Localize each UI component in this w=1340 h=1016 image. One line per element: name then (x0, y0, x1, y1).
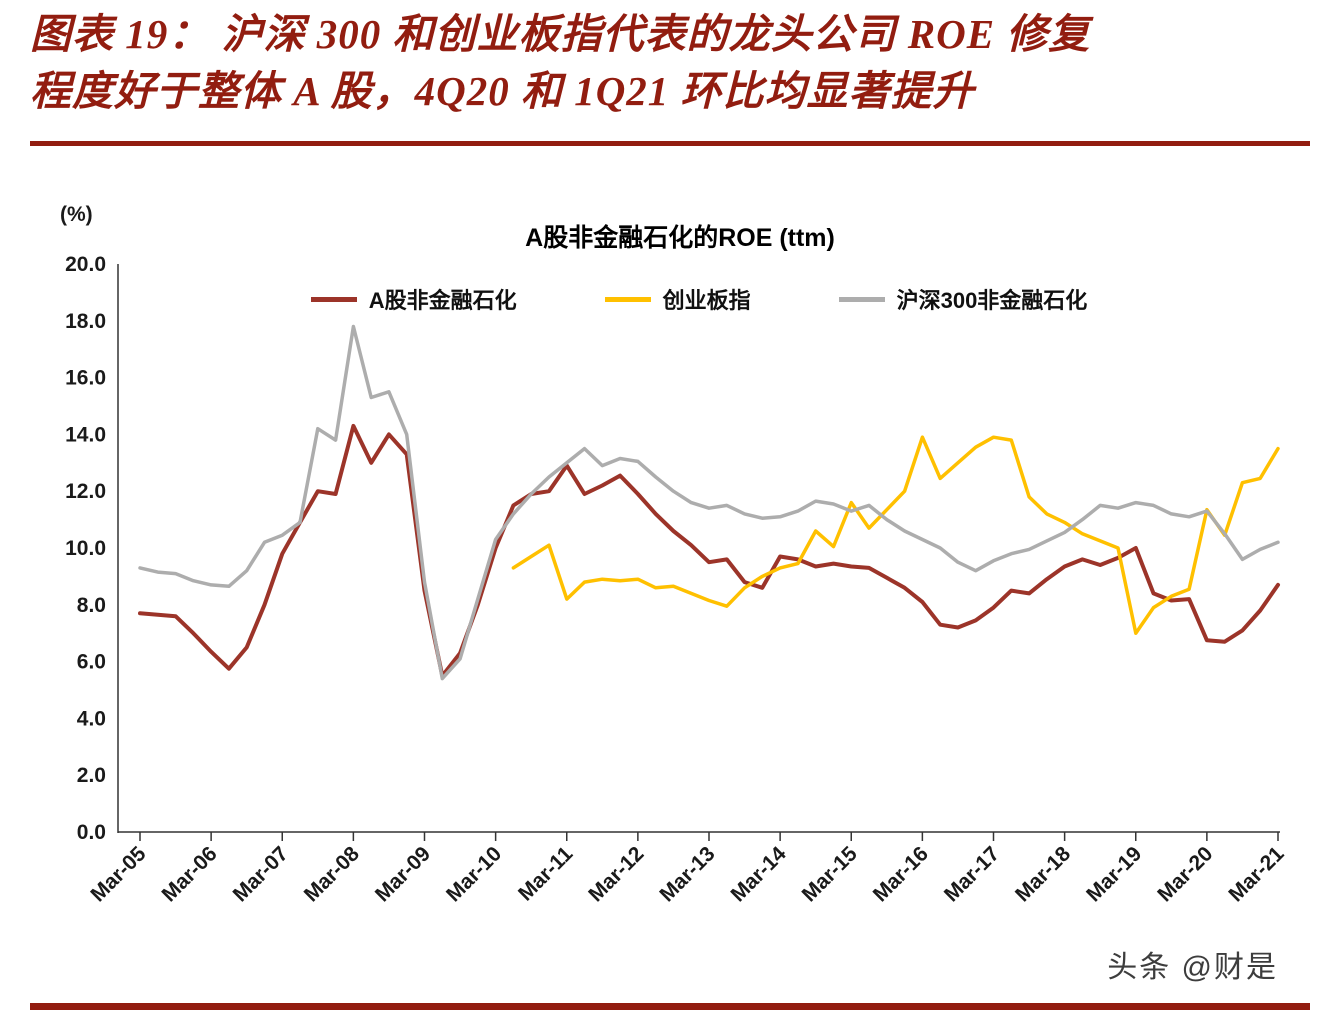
legend-item-chinext: 创业板指 (604, 283, 751, 315)
x-tick-label: Mar-12 (584, 842, 648, 906)
figure-title: 图表 19： 沪深 300 和创业板指代表的龙头公司 ROE 修复 程度好于整体… (30, 6, 1314, 119)
x-tick-label: Mar-09 (371, 842, 435, 906)
x-tick-label: Mar-13 (655, 842, 719, 906)
figure-title-line-1: 图表 19： 沪深 300 和创业板指代表的龙头公司 ROE 修复 (30, 11, 1091, 57)
legend-swatch-chinext (604, 296, 651, 302)
x-tick-label: Mar-19 (1082, 842, 1146, 906)
y-tick-label: 8.0 (77, 594, 106, 617)
x-tick-label: Mar-07 (229, 842, 293, 906)
chart-title: A股非金融石化的ROE (ttm) (525, 224, 835, 252)
x-tick-label: Mar-15 (798, 842, 862, 906)
legend-label-chinext: 创业板指 (662, 288, 751, 313)
legend-label-csi300-nonfin: 沪深300非金融石化 (896, 288, 1088, 313)
y-tick-label: 4.0 (77, 707, 106, 730)
y-tick-label: 0.0 (77, 821, 106, 844)
legend: A股非金融石化 创业板指 沪深300非金融石化 (118, 283, 1280, 315)
series-line-chinext (511, 435, 1280, 635)
footer-rule (30, 1003, 1310, 1010)
watermark: 头条 @财是 (1107, 951, 1278, 984)
x-tick-label: Mar-11 (514, 842, 578, 906)
figure-title-line-2: 程度好于整体 A 股，4Q20 和 1Q21 环比均显著提升 (30, 67, 975, 114)
y-axis-unit-label: (%) (60, 203, 93, 226)
x-tick-label: Mar-05 (86, 842, 150, 906)
x-tick-label: Mar-18 (1011, 842, 1075, 906)
x-tick-label: Mar-06 (158, 842, 222, 906)
legend-item-a-share-nonfin: A股非金融石化 (310, 283, 517, 315)
x-tick-label: Mar-14 (727, 842, 791, 906)
y-tick-label: 20.0 (65, 253, 106, 276)
series-line-a-share-nonfin (138, 423, 1280, 678)
x-tick-label: Mar-08 (300, 842, 364, 906)
y-tick-label: 6.0 (77, 651, 106, 674)
title-underline-rule (30, 141, 1310, 146)
x-tick-label: Mar-21 (1224, 842, 1288, 906)
x-tick-label: Mar-17 (940, 842, 1004, 906)
x-tick-label: Mar-10 (442, 842, 506, 906)
y-tick-label: 12.0 (65, 480, 106, 503)
x-tick-label: Mar-20 (1153, 842, 1217, 906)
y-tick-label: 10.0 (65, 537, 106, 560)
y-tick-label: 14.0 (65, 423, 106, 446)
legend-item-csi300-nonfin: 沪深300非金融石化 (838, 283, 1088, 315)
y-tick-label: 18.0 (65, 310, 106, 333)
y-tick-label: 16.0 (65, 367, 106, 390)
legend-swatch-csi300-nonfin (838, 296, 885, 302)
series-line-csi300-nonfin (138, 324, 1280, 681)
legend-label-a-share-nonfin: A股非金融石化 (368, 288, 517, 313)
x-tick-label: Mar-16 (869, 842, 933, 906)
legend-swatch-a-share-nonfin (310, 296, 357, 302)
y-tick-label: 2.0 (77, 764, 106, 787)
